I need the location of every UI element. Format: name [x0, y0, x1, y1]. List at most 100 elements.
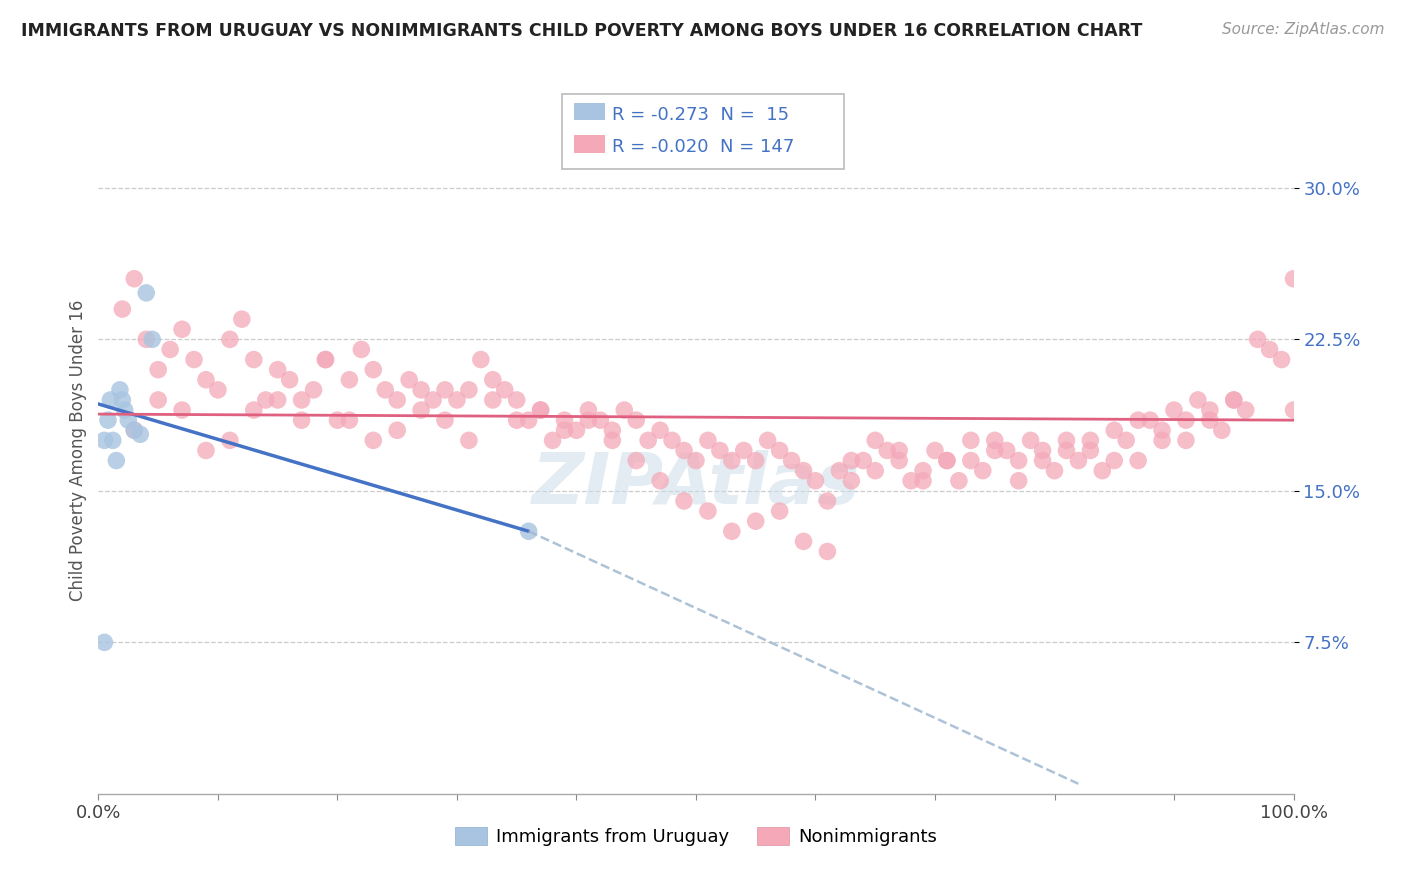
Point [865, 464, 887, 478]
Point [434, 413, 457, 427]
Point [267, 392, 290, 407]
Point [172, 322, 194, 336]
Point [768, 443, 790, 458]
Point [470, 352, 492, 367]
Point [108, 383, 131, 397]
Point [506, 413, 529, 427]
Point [148, 392, 170, 407]
Point [1080, 443, 1102, 458]
Point [578, 403, 600, 417]
Point [481, 392, 505, 407]
Point [117, 413, 139, 427]
Point [541, 434, 564, 448]
Point [936, 453, 959, 467]
Point [565, 423, 588, 437]
Point [385, 423, 409, 437]
Point [278, 373, 301, 387]
Point [828, 464, 851, 478]
Point [219, 434, 242, 448]
Point [101, 434, 124, 448]
Point [1223, 392, 1246, 407]
Point [1175, 434, 1198, 448]
Point [267, 362, 290, 376]
Point [111, 301, 134, 316]
Point [315, 352, 337, 367]
Point [626, 413, 648, 427]
Point [141, 332, 163, 346]
Point [1067, 453, 1090, 467]
Point [900, 474, 922, 488]
Point [1152, 434, 1174, 448]
Point [972, 464, 994, 478]
Point [183, 352, 205, 367]
Point [876, 443, 898, 458]
Point [602, 434, 624, 448]
Point [648, 423, 672, 437]
Point [105, 453, 128, 467]
Point [530, 403, 553, 417]
Point [721, 524, 744, 539]
Point [350, 343, 373, 357]
Point [756, 434, 779, 448]
Point [924, 443, 946, 458]
Point [1223, 392, 1246, 407]
Point [673, 443, 696, 458]
Y-axis label: Child Poverty Among Boys Under 16: Child Poverty Among Boys Under 16 [69, 300, 87, 601]
Text: R = -0.020  N = 147: R = -0.020 N = 147 [612, 138, 794, 156]
Point [1128, 413, 1150, 427]
Point [135, 285, 157, 300]
Text: R = -0.273  N =  15: R = -0.273 N = 15 [612, 106, 789, 124]
Point [841, 453, 863, 467]
Point [1080, 434, 1102, 448]
Point [602, 423, 624, 437]
Point [1258, 343, 1281, 357]
Point [159, 343, 181, 357]
Point [637, 434, 659, 448]
Point [984, 434, 1007, 448]
Point [517, 524, 540, 539]
Point [995, 443, 1018, 458]
Point [243, 403, 266, 417]
Point [481, 373, 505, 387]
Point [195, 443, 218, 458]
Point [302, 383, 325, 397]
Point [936, 453, 959, 467]
Point [673, 494, 696, 508]
Point [1163, 403, 1185, 417]
Point [1115, 434, 1137, 448]
Point [1199, 403, 1222, 417]
Point [411, 403, 433, 417]
Point [231, 312, 253, 326]
Point [578, 413, 600, 427]
Point [1152, 423, 1174, 437]
Point [804, 474, 827, 488]
Point [326, 413, 349, 427]
Point [841, 474, 863, 488]
Point [1032, 443, 1054, 458]
Point [374, 383, 396, 397]
Point [385, 392, 409, 407]
Point [1032, 453, 1054, 467]
Point [1056, 434, 1078, 448]
Point [889, 453, 911, 467]
Point [793, 464, 815, 478]
Point [398, 373, 420, 387]
Point [1128, 453, 1150, 467]
Point [685, 453, 707, 467]
Point [411, 383, 433, 397]
Point [243, 352, 266, 367]
Point [458, 383, 481, 397]
Point [648, 474, 672, 488]
Point [1056, 443, 1078, 458]
Point [422, 392, 444, 407]
Point [709, 443, 731, 458]
Point [517, 413, 540, 427]
Point [768, 504, 790, 518]
Point [363, 434, 385, 448]
Point [93, 635, 115, 649]
Point [506, 392, 529, 407]
Point [291, 413, 314, 427]
Point [124, 271, 146, 285]
Point [960, 453, 983, 467]
Point [291, 392, 314, 407]
